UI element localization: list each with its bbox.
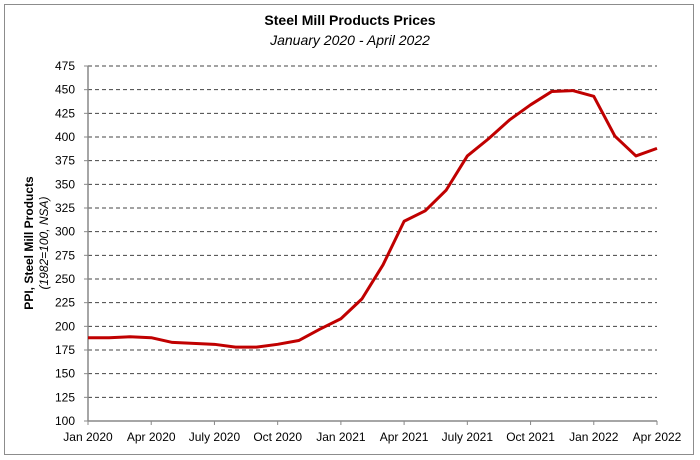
series-line <box>88 89 658 349</box>
y-tick-label: 450 <box>55 83 75 97</box>
x-tick-label: July 2020 <box>189 430 241 444</box>
x-tick-label: Jan 2020 <box>63 430 113 444</box>
y-tick-label: 100 <box>55 414 75 428</box>
y-tick-label: 250 <box>55 272 75 286</box>
x-tick-label: July 2021 <box>442 430 494 444</box>
y-tick-label: 125 <box>55 390 75 404</box>
y-tick-label: 400 <box>55 130 75 144</box>
y-tick-label: 275 <box>55 248 75 262</box>
y-tick-label: 300 <box>55 225 75 239</box>
y-axis-sublabel: (1982=100, NSA) <box>37 196 51 289</box>
x-tick-label: Jan 2021 <box>316 430 366 444</box>
chart-title: Steel Mill Products Prices <box>264 12 436 28</box>
x-tick-label: Oct 2020 <box>253 430 302 444</box>
y-tick-label: 475 <box>55 59 75 73</box>
y-tick-label: 325 <box>55 201 75 215</box>
x-tick-label: Apr 2022 <box>633 430 682 444</box>
x-tick-label: Apr 2021 <box>380 430 429 444</box>
chart-frame <box>4 4 694 455</box>
y-tick-label: 175 <box>55 343 75 357</box>
chart-subtitle: January 2020 - April 2022 <box>270 32 430 48</box>
x-tick-label: Apr 2020 <box>127 430 176 444</box>
y-tick-label: 375 <box>55 154 75 168</box>
y-axis-label: PPI, Steel Mill Products <box>22 176 36 310</box>
x-tick-label: Jan 2022 <box>569 430 619 444</box>
y-tick-label: 150 <box>55 367 75 381</box>
y-tick-label: 425 <box>55 106 75 120</box>
x-tick-label: Oct 2021 <box>506 430 555 444</box>
y-tick-label: 200 <box>55 319 75 333</box>
y-tick-label: 350 <box>55 177 75 191</box>
y-tick-label: 225 <box>55 296 75 310</box>
